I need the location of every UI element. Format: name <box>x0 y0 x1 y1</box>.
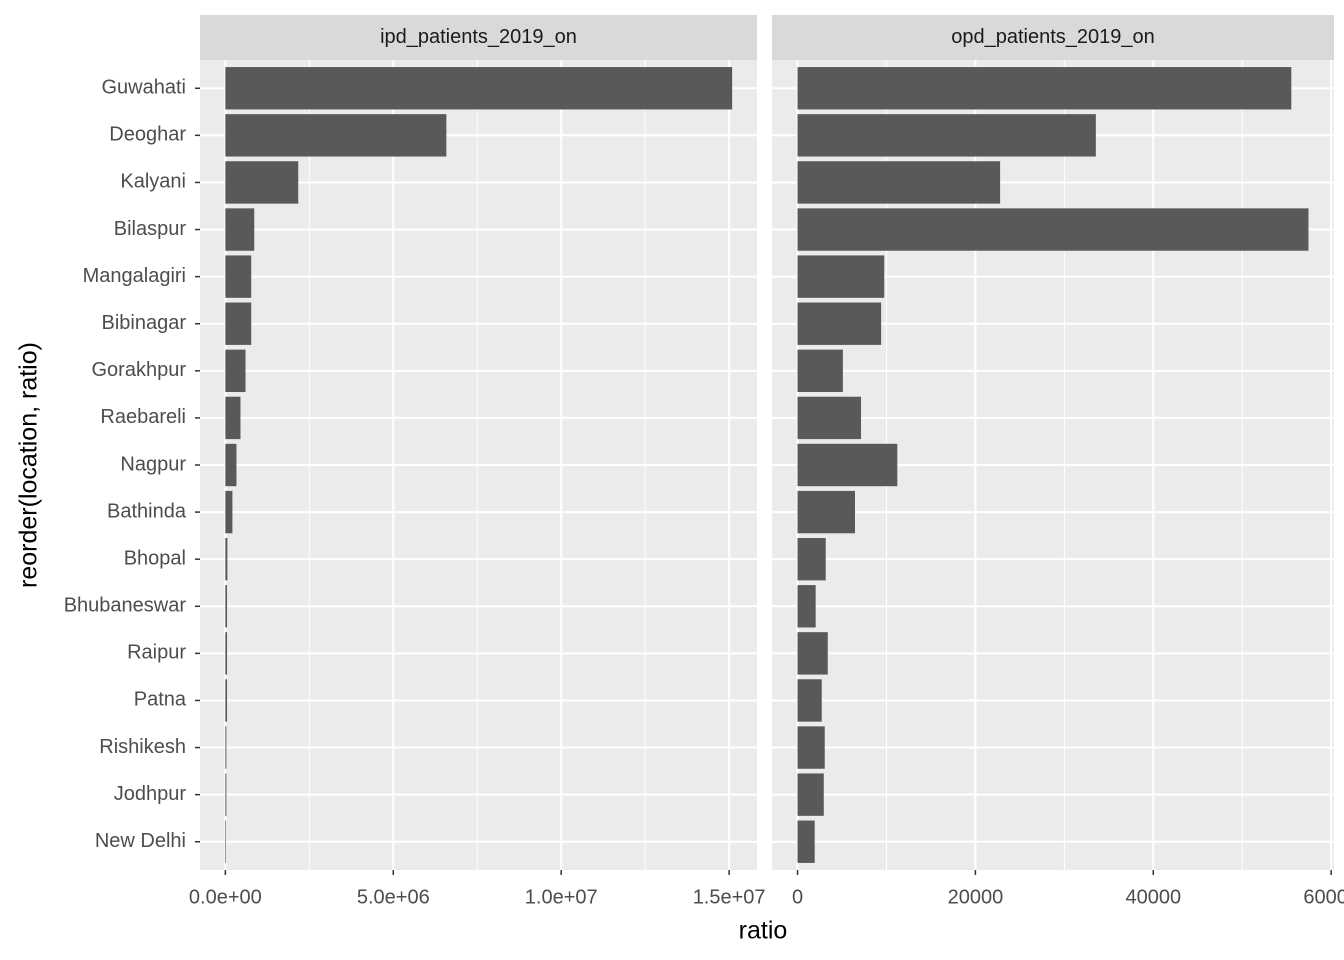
y-tick-label: Bibinagar <box>101 312 186 334</box>
bar <box>225 349 246 393</box>
bar <box>797 302 882 345</box>
bar <box>225 490 233 534</box>
x-axis-title: ratio <box>739 917 788 945</box>
bar <box>225 679 228 722</box>
y-tick-label: Deoghar <box>109 124 186 146</box>
bar <box>225 443 237 487</box>
strip <box>200 15 757 60</box>
bar <box>797 632 828 675</box>
x-tick-label: 20000 <box>948 886 1004 908</box>
bar <box>797 255 885 298</box>
x-tick-label: 1.5e+07 <box>693 886 766 908</box>
bar <box>797 490 855 534</box>
bar <box>797 161 1001 204</box>
bar <box>797 114 1096 157</box>
bar <box>225 302 252 345</box>
bar <box>225 161 299 204</box>
x-tick-label: 1.0e+07 <box>525 886 598 908</box>
bar <box>797 585 816 628</box>
y-tick-label: Guwahati <box>102 77 187 99</box>
y-tick-label: Bilaspur <box>114 218 187 240</box>
bar <box>225 726 227 769</box>
bar <box>225 820 227 863</box>
y-axis-title: reorder(location, ratio) <box>15 342 43 588</box>
y-tick-label: Bathinda <box>107 500 187 522</box>
bar <box>225 67 733 110</box>
bar <box>797 820 815 863</box>
bar <box>225 773 227 816</box>
bar <box>797 396 862 440</box>
bar <box>225 255 252 298</box>
y-tick-label: Kalyani <box>120 171 186 193</box>
bar <box>225 396 241 440</box>
x-tick-label: 60000 <box>1303 886 1344 908</box>
bar <box>797 349 843 393</box>
y-tick-label: Patna <box>134 689 187 711</box>
x-tick-label: 0.0e+00 <box>189 886 262 908</box>
bar <box>225 632 228 675</box>
y-tick-label: Mangalagiri <box>83 265 186 287</box>
y-tick-label: Bhubaneswar <box>64 595 187 617</box>
y-tick-label: Raipur <box>127 642 186 664</box>
bar <box>797 537 826 581</box>
y-tick-label: Bhopal <box>124 547 186 569</box>
bar <box>797 773 824 816</box>
x-tick-label: 0 <box>792 886 803 908</box>
bar <box>225 585 228 628</box>
y-tick-label: New Delhi <box>95 830 186 852</box>
panel-title: opd_patients_2019_on <box>951 26 1155 48</box>
bar <box>797 67 1292 110</box>
x-tick-label: 40000 <box>1125 886 1181 908</box>
strip <box>772 15 1334 60</box>
bar <box>797 679 822 722</box>
bar <box>225 114 447 157</box>
y-tick-label: Jodhpur <box>114 783 187 805</box>
panel-title: ipd_patients_2019_on <box>380 26 577 48</box>
bar <box>225 537 228 581</box>
bar <box>797 208 1309 251</box>
bar <box>797 443 898 487</box>
bar <box>797 726 825 769</box>
y-tick-label: Raebareli <box>100 406 186 428</box>
y-tick-label: Nagpur <box>120 453 186 475</box>
x-tick-label: 5.0e+06 <box>357 886 430 908</box>
bar <box>225 208 255 251</box>
y-tick-label: Gorakhpur <box>92 359 187 381</box>
y-tick-label: Rishikesh <box>99 736 186 758</box>
